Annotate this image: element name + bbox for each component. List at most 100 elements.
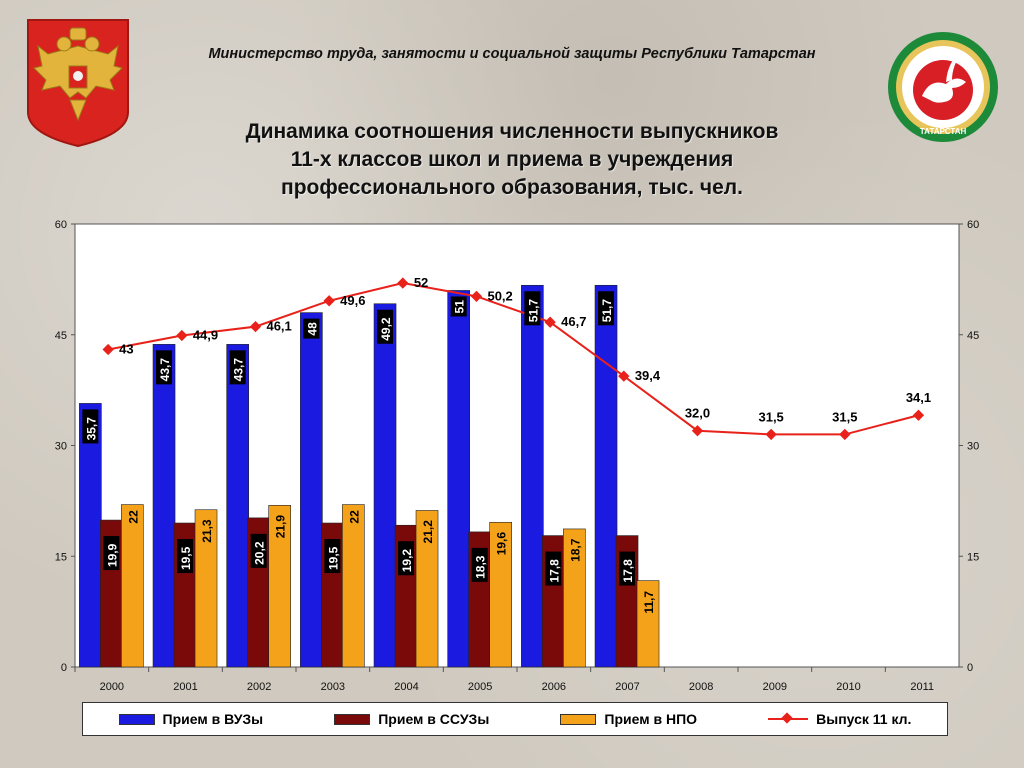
bar-label-npo: 22 (347, 510, 361, 524)
title-line-2: 11-х классов школ и приема в учреждения (290, 148, 734, 171)
x-tick-label: 2008 (689, 681, 713, 693)
bar-label-box (103, 536, 120, 571)
bar-npo (342, 504, 365, 668)
bar-label-box (377, 309, 394, 344)
bar-label-vuz: 49,2 (379, 317, 393, 341)
bar-label-box (471, 547, 488, 582)
bar-vuz (300, 312, 323, 668)
bar-label-ssuz: 19,5 (326, 546, 340, 570)
line-label-graduates: 43 (119, 342, 133, 357)
x-tick-label: 2003 (321, 681, 345, 693)
bar-label-ssuz: 19,9 (105, 543, 119, 567)
bar-npo (636, 580, 660, 668)
line-label-graduates: 31,5 (758, 409, 783, 424)
chart-title: Динамика соотношения численности выпускн… (150, 118, 874, 202)
bar-label-box (398, 541, 415, 576)
bar-label-ssuz: 20,2 (253, 541, 267, 565)
bar-label-npo: 21,3 (200, 519, 214, 543)
legend-item-npo: Прием в НПО (560, 711, 697, 727)
x-tick-label: 2011 (910, 681, 934, 693)
line-point-graduates (691, 425, 704, 437)
line-label-graduates: 34,1 (906, 390, 931, 405)
line-point-graduates (544, 316, 556, 328)
bar-label-box (229, 350, 246, 385)
bar-label-box (250, 533, 267, 568)
bar-label-box (177, 539, 194, 574)
legend-label-graduates: Выпуск 11 кл. (816, 711, 912, 727)
legend-swatch-ssuz (334, 713, 371, 725)
line-label-graduates: 46,1 (266, 319, 291, 334)
x-tick-label: 2004 (394, 681, 418, 693)
bar-npo (563, 528, 586, 668)
bar-label-ssuz: 18,3 (474, 555, 488, 579)
line-label-graduates: 52 (414, 275, 428, 290)
bar-vuz (373, 303, 397, 668)
line-label-graduates: 32,0 (685, 406, 710, 421)
legend-swatch-graduates (768, 713, 809, 725)
line-point-graduates (618, 370, 630, 382)
x-tick-label: 2002 (247, 681, 271, 693)
x-tick-label: 2009 (763, 681, 787, 693)
bar-label-vuz: 51,7 (600, 299, 614, 323)
tatarstan-coat-of-arms: ТАТАРСТАН (888, 32, 998, 142)
y-tick-right: 15 (967, 551, 979, 563)
bar-label-vuz: 48 (305, 322, 319, 336)
line-point-graduates (470, 290, 483, 303)
legend: Прием в ВУЗы Прием в ССУЗы Прием в НПО В… (82, 702, 948, 736)
bar-label-box (619, 551, 636, 586)
line-point-graduates (912, 409, 925, 421)
bar-label-vuz: 43,7 (232, 358, 246, 382)
x-tick-label: 2010 (836, 681, 860, 693)
line-label-graduates: 50,2 (487, 288, 512, 303)
legend-swatch-npo (560, 713, 597, 725)
x-tick-label: 2000 (100, 681, 124, 693)
line-point-graduates (397, 277, 409, 289)
y-tick-right: 30 (967, 441, 979, 453)
bar-label-npo: 11,7 (642, 591, 656, 614)
bar-npo (268, 505, 291, 668)
bar-label-box (324, 539, 341, 574)
bar-label-vuz: 43,7 (158, 358, 172, 382)
legend-label-ssuz: Прием в ССУЗы (378, 711, 490, 727)
line-label-graduates: 44,9 (193, 327, 218, 342)
bar-label-vuz: 51 (453, 300, 467, 314)
title-line-3: профессионального образования, тыс. чел. (281, 176, 743, 199)
line-label-graduates: 39,4 (635, 368, 661, 383)
ministry-name: Министерство труда, занятости и социальн… (208, 46, 816, 62)
line-point-graduates (249, 320, 262, 333)
bar-label-box (82, 409, 99, 444)
x-tick-label: 2001 (173, 681, 197, 693)
bar-label-box (156, 350, 173, 385)
bar-label-box (598, 291, 615, 326)
bar-label-vuz: 51,7 (526, 299, 540, 323)
y-tick-right: 60 (967, 219, 979, 231)
line-point-graduates (176, 329, 188, 342)
y-tick-left: 15 (55, 551, 67, 563)
bar-label-box (303, 318, 320, 339)
bar-label-npo: 18,7 (568, 538, 582, 562)
legend-swatch-vuz (118, 713, 155, 725)
chart-canvas: 0 0 15 15 30 30 45 45 60 60 2000 2001 2002 2003 2004 20… (55, 219, 980, 693)
line-label-graduates: 31,5 (832, 409, 857, 424)
line-label-graduates: 46,7 (561, 314, 586, 329)
bar-npo (415, 510, 439, 668)
bar-npo (121, 504, 144, 668)
bar-label-ssuz: 17,8 (621, 559, 635, 583)
bar-label-ssuz: 19,5 (179, 546, 193, 570)
line-point-graduates (839, 428, 851, 441)
bar-label-box (524, 291, 541, 326)
plot-area (74, 223, 960, 668)
x-tick-label: 2005 (468, 681, 492, 693)
line-graduates (107, 282, 919, 436)
bar-label-box (450, 296, 467, 317)
y-tick-left: 45 (55, 330, 67, 342)
bar-label-box (545, 551, 562, 586)
legend-label-vuz: Прием в ВУЗы (162, 711, 264, 727)
y-tick-left: 30 (55, 441, 67, 453)
line-label-graduates: 49,6 (340, 293, 365, 308)
bar-vuz (447, 290, 470, 668)
bar-label-vuz: 35,7 (84, 417, 98, 441)
tatarstan-emblem-text: ТАТАРСТАН (920, 127, 967, 136)
bar-vuz (152, 344, 176, 668)
bar-label-ssuz: 17,8 (547, 559, 561, 583)
